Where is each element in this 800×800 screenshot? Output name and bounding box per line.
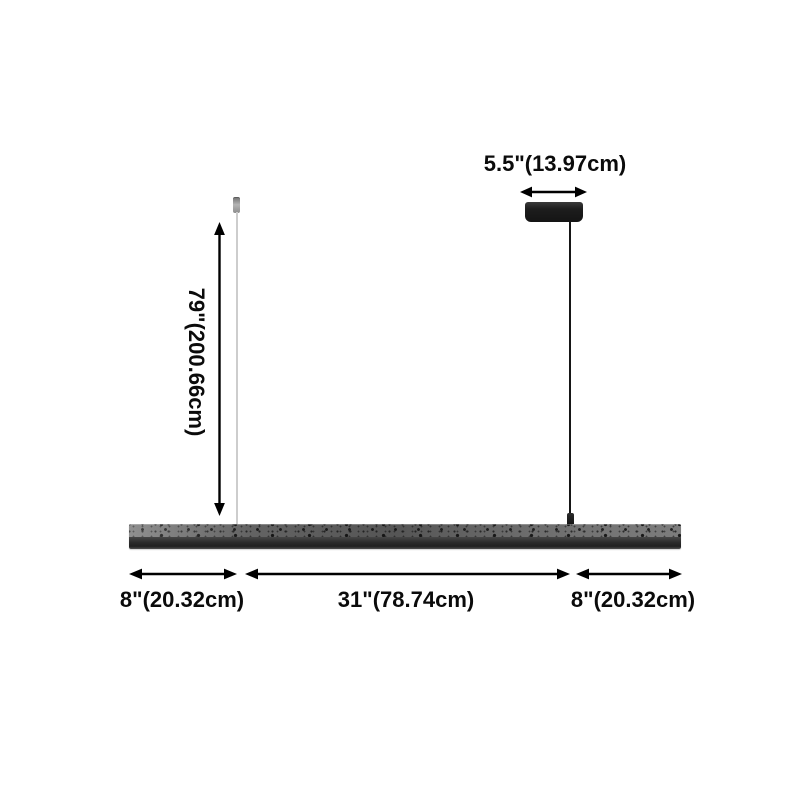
bar-underside — [129, 537, 681, 549]
right-overhang-label: 8"(20.32cm) — [570, 587, 696, 612]
suspension-cable-left — [236, 212, 238, 526]
drop-height-arrow — [214, 222, 225, 516]
canopy-width-arrow — [520, 186, 587, 198]
linear-light-bar — [129, 524, 681, 549]
canopy-width-label: 5.5"(13.97cm) — [483, 151, 627, 176]
center-span-arrow — [245, 568, 570, 580]
left-overhang-arrow — [129, 568, 237, 580]
drop-height-label: 79"(200.66cm) — [184, 287, 209, 437]
cable-connector-left — [233, 197, 240, 213]
ceiling-canopy — [525, 202, 583, 222]
bar-stone-texture — [129, 524, 681, 537]
suspension-cable-right — [569, 221, 571, 515]
left-overhang-label: 8"(20.32cm) — [119, 587, 245, 612]
right-overhang-arrow — [576, 568, 682, 580]
center-span-label: 31"(78.74cm) — [337, 587, 475, 612]
cable-connector-right — [567, 513, 574, 526]
